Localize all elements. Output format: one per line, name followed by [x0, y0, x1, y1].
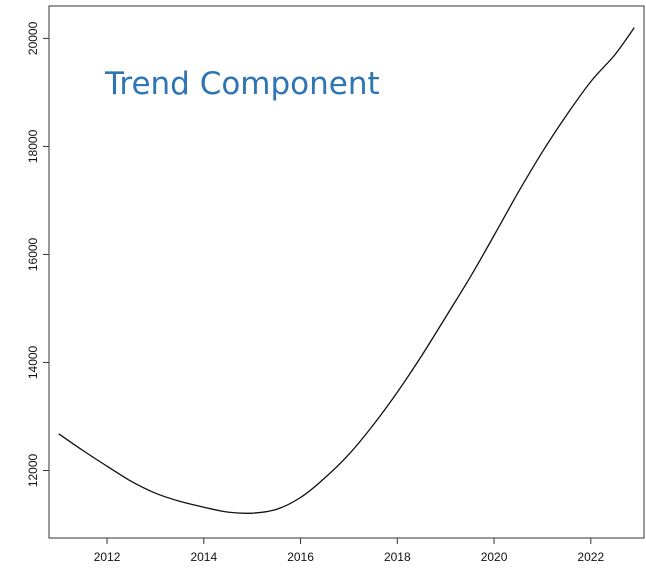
y-tick-label: 18000: [26, 129, 40, 163]
y-tick-label: 12000: [26, 453, 40, 487]
x-tick-label: 2012: [94, 550, 121, 564]
x-axis: 2012 2014 2016 2018 2020 2022: [94, 538, 604, 564]
y-tick-label: 20000: [26, 21, 40, 55]
chart-annotation: Trend Component: [104, 66, 380, 102]
y-axis: 12000 14000 16000 18000 20000: [26, 21, 49, 487]
x-tick-label: 2018: [384, 550, 411, 564]
y-tick-label: 14000: [26, 345, 40, 379]
x-tick-label: 2020: [481, 550, 508, 564]
x-tick-label: 2014: [190, 550, 217, 564]
trend-line: [58, 27, 635, 514]
y-tick-label: 16000: [26, 237, 40, 271]
x-tick-label: 2016: [287, 550, 314, 564]
plot-frame: [48, 5, 645, 539]
x-tick-label: 2022: [577, 550, 604, 564]
